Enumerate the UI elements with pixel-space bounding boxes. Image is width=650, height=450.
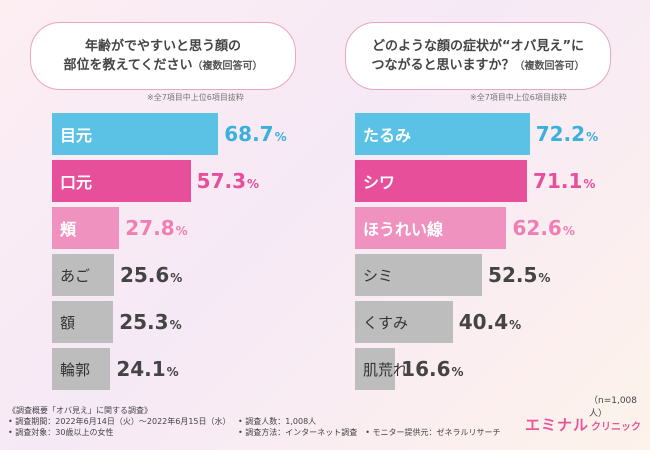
survey-footer: 《調査概要「オバ見え」に関する調査》 • 調査期間：2022年6月14日（火）～… (8, 405, 501, 438)
bar-row: ほうれい線 62.6% (355, 207, 635, 249)
bar: 輪郭 (52, 348, 111, 390)
bar-value-number: 25.6 (119, 263, 170, 287)
bar-category-label: たるみ (363, 126, 412, 145)
bar-row: 額 25.3% (52, 301, 332, 343)
bar-category-label: くすみ (363, 313, 409, 332)
bar-chart-right: たるみ 72.2% シワ 71.1% ほうれい線 62.6% シミ 52.5% くすみ 40.4%… (355, 113, 635, 390)
bar-category-label: 口元 (60, 173, 93, 192)
bar: 額 (52, 301, 114, 343)
bar-value-number: 71.1 (533, 169, 583, 193)
bar-value-unit: % (169, 318, 182, 332)
logo-main-text: エミナル (525, 416, 590, 434)
bar-value-unit: % (166, 365, 179, 379)
bar-category-label: ほうれい線 (363, 220, 444, 239)
bar-value-label: 72.2% (536, 113, 598, 155)
bar-value-unit: % (247, 177, 260, 191)
bar-value-number: 62.6 (512, 216, 562, 240)
bar: 目元 (52, 113, 219, 155)
bar-category-label: 肌荒れ (363, 360, 409, 379)
footer-line4: • 調査人数：1,008人 (238, 417, 317, 426)
bar-row: たるみ 72.2% (355, 113, 635, 155)
bar: 頬 (52, 207, 120, 249)
bar-row: 目元 68.7% (52, 113, 332, 155)
bar: シミ (355, 254, 483, 296)
bar: 口元 (52, 160, 191, 202)
bar-value-label: 68.7% (224, 113, 286, 155)
question-right-line2-text: つながると思いますか？ (371, 57, 515, 73)
bar: 肌荒れ (355, 348, 408, 390)
logo-sub-text: クリニック (591, 422, 642, 433)
question-left-line1: 年齢がでやすいと思う顔の (84, 38, 241, 54)
bar-row: 口元 57.3% (52, 160, 332, 202)
bar-category-label: 目元 (60, 126, 93, 145)
question-right-line1: どのような顔の症状が“オバ見え”に (371, 38, 585, 54)
bar-category-label: 額 (60, 313, 76, 332)
bar-value-label: 57.3% (197, 160, 259, 202)
bar: シワ (355, 160, 528, 202)
bar-row: シワ 71.1% (355, 160, 635, 202)
bar-category-label: シワ (363, 173, 396, 192)
bar-row: 肌荒れ 16.6% (355, 348, 635, 390)
bar-row: シミ 52.5% (355, 254, 635, 296)
bar-value-label: 40.4% (459, 301, 521, 343)
bar-chart-left: 目元 68.7% 口元 57.3% 頬 27.8% あご 25.6% 額 25.3% 輪郭 24.1% (52, 113, 332, 390)
bar: くすみ (355, 301, 453, 343)
bar-category-label: 輪郭 (60, 360, 91, 379)
bar-value-unit: % (586, 130, 599, 144)
bar-value-label: 25.3% (119, 301, 181, 343)
bar: あご (52, 254, 114, 296)
bar-value-unit: % (509, 318, 522, 332)
bar-category-label: シミ (363, 266, 394, 285)
question-left-line2-text: 部位を教えてください (63, 57, 193, 73)
bar-value-number: 25.3 (119, 310, 169, 334)
sample-size-note: （n=1,008人） (589, 396, 638, 419)
bar-value-number: 52.5 (488, 263, 538, 287)
footer-line3: • 調査対象：30歳以上の女性 (8, 428, 114, 437)
bar-value-label: 71.1% (533, 160, 595, 202)
question-left-line2: 部位を教えてください（複数回答可） (47, 56, 279, 76)
sub-note-right: ※全7項目中上位6項目抜粋 (470, 93, 567, 102)
bar-value-number: 27.8 (125, 216, 175, 240)
bar: たるみ (355, 113, 530, 155)
bar-value-number: 68.7 (224, 122, 274, 146)
bar-value-number: 16.6 (401, 357, 451, 381)
question-right-note: （複数回答可） (514, 60, 585, 72)
bar-value-label: 52.5% (488, 254, 550, 296)
bar: ほうれい線 (355, 207, 507, 249)
footer-line2: • 調査期間：2022年6月14日（火）～2022年6月15日（水） (8, 417, 231, 426)
bar-value-unit: % (175, 224, 188, 238)
bar-row: 輪郭 24.1% (52, 348, 332, 390)
bar-row: くすみ 40.4% (355, 301, 635, 343)
question-left-note: （複数回答可） (192, 60, 263, 72)
bar-value-unit: % (451, 365, 464, 379)
question-right-line2: つながると思いますか？（複数回答可） (362, 56, 594, 76)
bar-value-label: 16.6% (401, 348, 463, 390)
bar-value-number: 24.1 (116, 357, 166, 381)
bar-value-number: 57.3 (196, 169, 247, 193)
footer-line5: • 調査方法：インターネット調査 • モニター提供元：ゼネラルリサーチ (238, 428, 501, 437)
sub-note-left: ※全7項目中上位6項目抜粋 (147, 93, 244, 102)
bar-value-unit: % (170, 271, 183, 285)
bar-value-number: 72.2 (535, 122, 586, 146)
bar-row: 頬 27.8% (52, 207, 332, 249)
bar-value-label: 62.6% (512, 207, 574, 249)
clinic-logo: エミナル クリニック (525, 414, 641, 435)
bar-category-label: あご (60, 266, 91, 285)
bar-value-unit: % (583, 177, 596, 191)
bar-value-unit: % (538, 271, 551, 285)
bar-value-label: 24.1% (116, 348, 178, 390)
bar-row: あご 25.6% (52, 254, 332, 296)
footer-line1: 《調査概要「オバ見え」に関する調査》 (8, 406, 152, 415)
bar-value-label: 27.8% (125, 207, 187, 249)
bar-value-unit: % (562, 224, 575, 238)
bar-category-label: 頬 (60, 220, 77, 239)
bar-value-unit: % (274, 130, 287, 144)
bar-value-number: 40.4 (458, 310, 509, 334)
bar-value-label: 25.6% (120, 254, 182, 296)
question-box-right: どのような顔の症状が“オバ見え”に つながると思いますか？（複数回答可） (345, 22, 611, 90)
question-box-left: 年齢がでやすいと思う顔の 部位を教えてください（複数回答可） (30, 22, 296, 90)
